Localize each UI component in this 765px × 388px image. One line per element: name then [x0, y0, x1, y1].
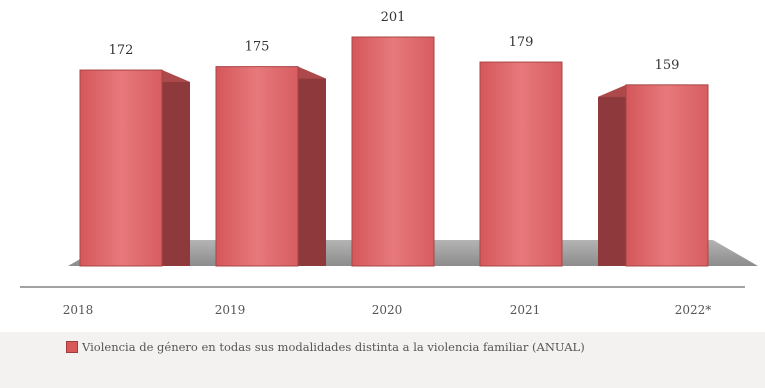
x-tick-label: 2021	[510, 303, 541, 317]
bar	[79, 69, 163, 267]
bar-group	[79, 69, 190, 267]
data-label: 159	[655, 58, 680, 73]
bar	[351, 36, 435, 267]
bar-group	[479, 61, 563, 267]
data-label: 175	[245, 40, 270, 55]
data-label: 201	[381, 10, 406, 25]
x-tick-label: 2022*	[675, 303, 712, 317]
bar-group	[351, 36, 435, 267]
legend-swatch	[66, 341, 78, 353]
bar-group	[598, 84, 709, 267]
legend: Violencia de género en todas sus modalid…	[0, 332, 765, 388]
x-tick-label: 2018	[63, 303, 94, 317]
legend-label: Violencia de género en todas sus modalid…	[82, 340, 585, 354]
bar-chart: 172 2018 175 2019 201 2020 179 2021 159 2022*	[20, 10, 758, 317]
bar-side	[598, 84, 626, 267]
bar-group	[215, 66, 326, 267]
x-tick-label: 2020	[372, 303, 403, 317]
bar-side	[162, 70, 190, 267]
bars-layer: 172 2018 175 2019 201 2020 179 2021 159 2022*	[63, 10, 712, 317]
data-label: 172	[109, 43, 134, 58]
data-label: 179	[509, 35, 534, 50]
legend-item: Violencia de género en todas sus modalid…	[66, 340, 585, 354]
bar	[215, 66, 299, 267]
bar	[479, 61, 563, 267]
bar	[625, 84, 709, 267]
x-tick-label: 2019	[215, 303, 246, 317]
bar-side	[298, 66, 326, 266]
